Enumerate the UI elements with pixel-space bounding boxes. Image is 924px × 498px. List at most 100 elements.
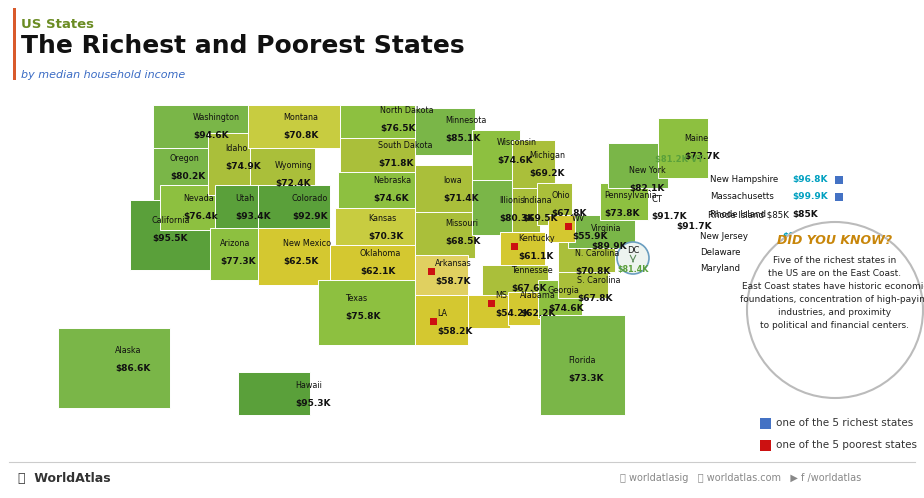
Text: $62.1K: $62.1K [360,267,395,276]
Text: Idaho: Idaho [225,144,248,153]
Text: Virginia: Virginia [591,224,622,233]
Text: Michigan: Michigan [529,151,565,160]
Text: South Dakota: South Dakota [378,141,432,150]
Text: $99.8K: $99.8K [782,232,818,241]
Bar [415,212,475,258]
Text: New Mexico: New Mexico [283,239,331,248]
Text: $62.2K: $62.2K [520,309,555,318]
Text: New Jersey: New Jersey [700,232,748,241]
Text: Utah: Utah [235,194,254,203]
Text: $76.4k: $76.4k [183,212,218,221]
Text: $70.3K: $70.3K [368,232,404,241]
Text: industries, and proximity: industries, and proximity [778,307,892,317]
Text: $108.2K: $108.2K [782,248,823,257]
Text: $77.3K: $77.3K [220,257,256,266]
Text: Iowa: Iowa [443,176,462,185]
Text: $68.5K: $68.5K [445,237,480,246]
Text: $85K: $85K [792,210,818,219]
Bar [488,300,495,307]
Text: $71.4K: $71.4K [443,194,479,203]
Text: Delaware: Delaware [700,248,740,257]
Text: Maine: Maine [684,134,708,143]
Text: $95.5K: $95.5K [152,234,188,243]
Text: Wyoming: Wyoming [275,161,313,170]
Text: $92.9K: $92.9K [292,212,328,221]
Text: $74.6K: $74.6K [548,304,584,313]
Bar [548,215,575,242]
Text: Texas: Texas [345,294,367,303]
Bar [468,295,510,328]
Text: Washington: Washington [193,113,240,122]
Text: California: California [152,216,190,225]
Text: $96.8K: $96.8K [792,175,828,184]
Text: DID YOU KNOW?: DID YOU KNOW? [777,234,893,247]
Bar [600,183,648,220]
Text: Wisconsin: Wisconsin [497,138,537,147]
Bar [130,200,210,270]
Text: ⓘ worldatlasig   ⓗ worldatlas.com   ▶ f /worldatlas: ⓘ worldatlasig ⓗ worldatlas.com ▶ f /wor… [620,473,861,483]
Bar [835,176,843,184]
Text: $75.8K: $75.8K [345,312,381,321]
Bar [482,265,548,298]
Bar [153,105,248,148]
Bar [238,372,310,415]
Bar [538,280,582,318]
Text: Massachusetts: Massachusetts [710,192,774,201]
Bar [340,105,415,140]
Bar [825,249,833,257]
Text: New York: New York [629,166,666,175]
Text: N. Carolina: N. Carolina [575,249,619,258]
Text: ⓘ  WorldAtlas: ⓘ WorldAtlas [18,472,111,485]
Bar [760,440,771,451]
Text: North Dakota: North Dakota [380,106,433,115]
Text: $89.9K: $89.9K [591,242,626,251]
Text: $76.5K: $76.5K [380,124,416,133]
Text: $74.9K: $74.9K [225,162,261,171]
Bar [415,295,468,345]
Text: Rhode Island: Rhode Island [710,210,766,219]
Circle shape [747,222,923,398]
Bar [248,105,340,148]
Text: Arkansas: Arkansas [435,259,472,268]
Bar [537,183,572,225]
Text: DC: DC [626,246,639,255]
Bar [825,265,833,273]
Text: $82.1K: $82.1K [629,184,664,193]
Text: Illionis: Illionis [499,196,525,205]
Text: $67.8K: $67.8K [577,294,613,303]
Text: by median household income: by median household income [21,70,185,80]
Text: Arizona: Arizona [220,239,250,248]
Bar [250,148,315,200]
Text: Missouri: Missouri [445,219,478,228]
Bar [430,318,437,325]
Bar [258,185,330,235]
Text: $95.3K: $95.3K [295,399,331,408]
Bar [835,193,843,201]
Text: Oklahoma: Oklahoma [360,249,401,258]
Text: $67.6K: $67.6K [511,284,546,293]
Text: WV: WV [572,214,586,223]
Text: one of the 5 richest states: one of the 5 richest states [776,418,913,428]
Text: Five of the richest states in: Five of the richest states in [773,255,896,264]
Text: the US are on the East Coast.: the US are on the East Coast. [769,268,902,277]
Text: $58.2K: $58.2K [437,327,472,336]
Text: $81.4K: $81.4K [617,265,649,274]
Text: Alabama: Alabama [520,291,556,300]
Text: $81.2K VT: $81.2K VT [655,155,703,164]
Bar [825,233,833,241]
Bar [508,292,540,325]
Text: Hawaii: Hawaii [295,381,322,390]
Bar [608,143,668,188]
Text: Kentucky: Kentucky [518,234,554,243]
Text: Indiana: Indiana [522,196,552,205]
Bar [512,188,540,235]
Bar [318,280,415,345]
Bar [340,138,415,175]
Text: $70.8K: $70.8K [575,267,611,276]
Bar [558,270,608,298]
Text: Maryland: Maryland [700,264,740,273]
Text: Rhode Island $85K: Rhode Island $85K [708,210,789,219]
Text: $74.6K: $74.6K [373,194,408,203]
Text: East Coast states have historic economic: East Coast states have historic economic [742,281,924,290]
Text: $69.2K: $69.2K [529,169,565,178]
